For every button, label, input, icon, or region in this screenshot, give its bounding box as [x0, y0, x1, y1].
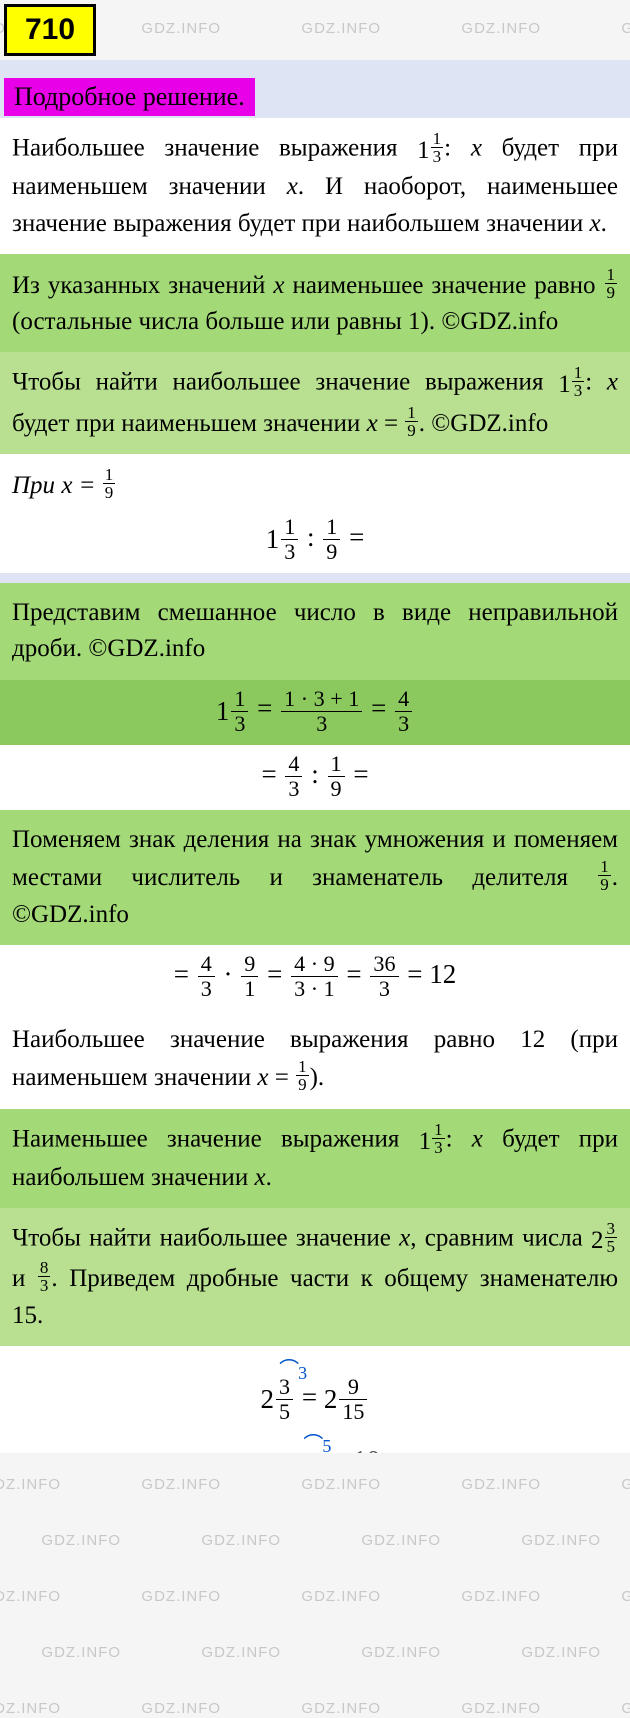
equation-3: = 43 : 19 =	[0, 745, 630, 810]
text: Из указанных значений	[12, 272, 273, 299]
paragraph-1: Наибольшее значение выражения 113: x буд…	[0, 118, 630, 254]
content-root: 710 Подробное решение. Наибольшее значен…	[0, 0, 630, 1453]
text: . ©GDZ.info	[419, 409, 548, 436]
text: . Приведем дробные части к общему знамен…	[12, 1265, 618, 1328]
paragraph-7: Наибольшее значение выражения равно 12 (…	[0, 1010, 630, 1108]
equation-1: 113 : 19 =	[0, 508, 630, 573]
paragraph-2: Из указанных значений x наименьшее значе…	[0, 254, 630, 352]
text: будет при наименьшем значении	[12, 409, 367, 436]
text: .	[601, 210, 607, 237]
equation-6-partial: 8 2⌒5.. 10	[0, 1433, 630, 1453]
problem-number-badge: 710	[4, 4, 96, 56]
text: Наименьшее значение выражения	[12, 1125, 419, 1152]
text: ).	[310, 1064, 325, 1091]
text: Наибольшее значение выражения	[12, 134, 417, 161]
text: = 12	[407, 959, 456, 989]
paragraph-6: Поменяем знак деления на знак умножения …	[0, 810, 630, 945]
text: .	[266, 1164, 272, 1191]
paragraph-5: Представим смешанное число в виде неправ…	[0, 583, 630, 680]
paragraph-8: Наименьшее значение выражения 113: x буд…	[0, 1109, 630, 1209]
divider	[0, 573, 630, 583]
section-title: Подробное решение.	[4, 78, 255, 116]
paragraph-3: Чтобы найти наибольшее значение выражени…	[0, 352, 630, 453]
equation-2: 113 = 1 · 3 + 13 = 43	[0, 680, 630, 745]
text: наименьшее значение равно	[284, 272, 603, 299]
equation-5: 2⌒335 = 2915	[0, 1346, 630, 1433]
text: (остальные числа больше или равны 1). ©G…	[12, 308, 558, 335]
paragraph-9: Чтобы найти наибольшее значение x, сравн…	[0, 1208, 630, 1346]
equation-4: = 43 · 91 = 4 · 93 · 1 = 363 = 12	[0, 945, 630, 1010]
text: При	[12, 472, 61, 499]
text: Чтобы найти наибольшее значение	[12, 1224, 399, 1251]
text: Поменяем знак деления на знак умножения …	[12, 826, 618, 891]
text: Чтобы найти наибольшее значение выражени…	[12, 369, 558, 396]
paragraph-4: При x = 19	[0, 454, 630, 508]
text: и	[12, 1265, 37, 1292]
text: , сравним числа	[410, 1224, 591, 1251]
